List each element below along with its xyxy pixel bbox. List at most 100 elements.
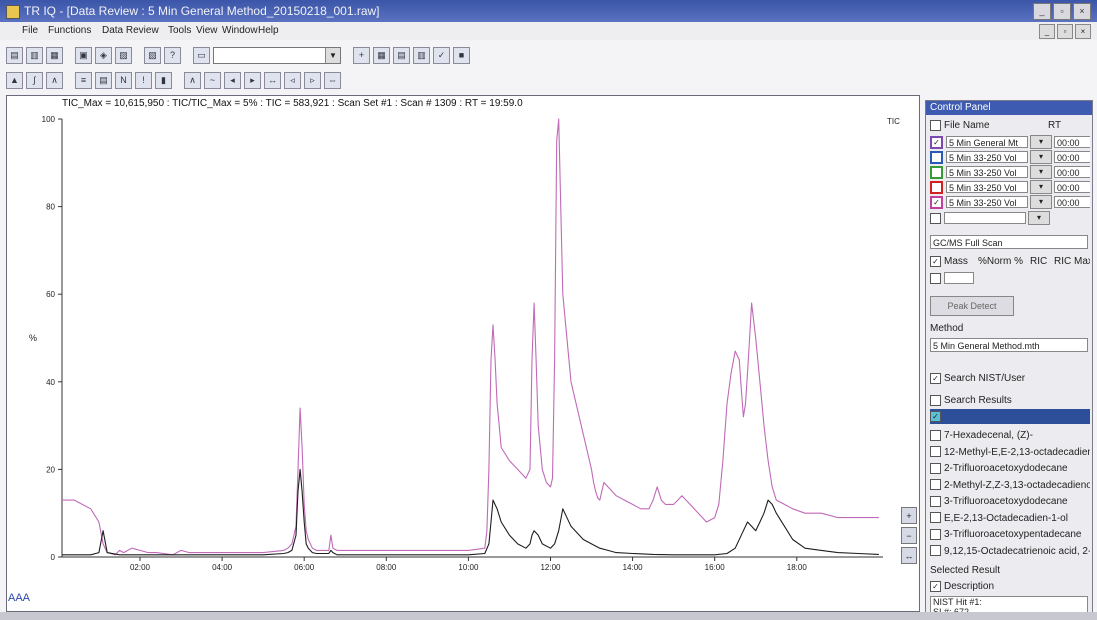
menu-tools[interactable]: Tools bbox=[168, 25, 192, 36]
peak-icon[interactable]: ∧ bbox=[46, 71, 63, 89]
search-result-item[interactable]: 7-Hexadecenal, (Z)- bbox=[930, 428, 1090, 443]
mass-row-checkbox[interactable] bbox=[930, 272, 941, 284]
chart-icon[interactable]: ▨ bbox=[115, 46, 132, 64]
nist-icon[interactable]: N bbox=[115, 71, 132, 89]
result-checkbox[interactable] bbox=[930, 528, 941, 540]
warning-icon[interactable]: ! bbox=[135, 71, 152, 89]
smooth-icon[interactable]: ~ bbox=[204, 71, 221, 89]
overlay-icon[interactable]: ▤ bbox=[95, 71, 112, 89]
file-name-field[interactable] bbox=[944, 212, 1026, 225]
file-checkbox[interactable] bbox=[930, 150, 943, 164]
file-name-field[interactable]: 5 Min General Mt bbox=[946, 136, 1028, 149]
result-checkbox[interactable] bbox=[930, 495, 941, 507]
check-icon[interactable]: ✓ bbox=[433, 46, 450, 64]
search-result-item[interactable]: 12-Methyl-E,E-2,13-octadecadien- bbox=[930, 445, 1090, 460]
file-rt-field[interactable]: 00:00 bbox=[1054, 181, 1090, 194]
minimize-button[interactable]: _ bbox=[1033, 3, 1051, 20]
peak-label-icon[interactable]: ∧ bbox=[184, 71, 201, 89]
result-checkbox[interactable] bbox=[930, 512, 941, 524]
open-icon[interactable]: ▤ bbox=[6, 46, 23, 64]
file-checkbox[interactable]: ✓ bbox=[930, 135, 943, 149]
file-select-button[interactable]: ▾ bbox=[1030, 195, 1052, 210]
file-select-button[interactable]: ▾ bbox=[1030, 150, 1052, 165]
peak-detect-button[interactable]: Peak Detect bbox=[930, 296, 1014, 316]
add-icon[interactable]: + bbox=[353, 46, 370, 64]
search-result-item[interactable]: 3-Trifluoroacetoxydodecane bbox=[930, 494, 1090, 509]
result-checkbox[interactable] bbox=[930, 479, 941, 491]
result-checkbox[interactable] bbox=[930, 446, 941, 458]
select-all-checkbox[interactable] bbox=[930, 119, 941, 131]
result-checkbox[interactable] bbox=[930, 462, 941, 474]
close-button[interactable]: × bbox=[1073, 3, 1091, 20]
scan-type-field[interactable]: GC/MS Full Scan bbox=[930, 235, 1088, 249]
maximize-button[interactable]: ▫ bbox=[1053, 3, 1071, 20]
file-select-button[interactable]: ▾ bbox=[1028, 211, 1050, 226]
menu-functions[interactable]: Functions bbox=[48, 25, 92, 36]
chevron-down-icon[interactable]: ▼ bbox=[325, 47, 340, 63]
integrate-icon[interactable]: ∫ bbox=[26, 71, 43, 89]
file-rt-field[interactable]: 00:00 bbox=[1054, 136, 1090, 149]
computer-icon[interactable]: ▭ bbox=[193, 46, 210, 64]
selected-result-checkbox[interactable]: ✓ bbox=[930, 410, 941, 422]
search-result-item[interactable]: 3-Trifluoroacetoxypentadecane bbox=[930, 527, 1090, 542]
table-icon[interactable]: ▤ bbox=[393, 46, 410, 64]
doc-close-button[interactable]: × bbox=[1075, 24, 1091, 39]
spectrum-icon[interactable]: ▲ bbox=[6, 71, 23, 89]
library-icon[interactable]: ◈ bbox=[95, 46, 112, 64]
file-rt-field[interactable]: 00:00 bbox=[1054, 196, 1090, 209]
zoom-out-button[interactable]: − bbox=[901, 527, 917, 544]
open-folder-icon[interactable]: ▥ bbox=[26, 46, 43, 64]
method-field[interactable]: 5 Min General Method.mth bbox=[930, 338, 1088, 352]
step-right-icon[interactable]: ▹ bbox=[304, 71, 321, 89]
doc-minimize-button[interactable]: _ bbox=[1039, 24, 1055, 39]
result-checkbox[interactable] bbox=[930, 545, 941, 557]
method-dropdown[interactable]: ▼ bbox=[213, 46, 341, 64]
file-rt-field[interactable]: 00:00 bbox=[1054, 151, 1090, 164]
stop-icon[interactable]: ■ bbox=[453, 46, 470, 64]
zoom-in-button[interactable]: + bbox=[901, 507, 917, 524]
compare-icon[interactable]: ≡ bbox=[75, 71, 92, 89]
right-arrow-icon[interactable]: ▸ bbox=[244, 71, 261, 89]
result-checkbox[interactable] bbox=[930, 429, 941, 441]
file-name-field[interactable]: 5 Min 33-250 Vol bbox=[946, 181, 1028, 194]
menu-help[interactable]: Help bbox=[258, 25, 279, 36]
search-result-item[interactable]: 2-Trifluoroacetoxydodecane bbox=[930, 461, 1090, 476]
zoom-fit-button[interactable]: ↔ bbox=[901, 547, 917, 564]
menu-view[interactable]: View bbox=[196, 25, 218, 36]
expand-horizontal-icon[interactable]: ↔ bbox=[264, 71, 281, 89]
grid-icon[interactable]: ▦ bbox=[373, 46, 390, 64]
file-checkbox[interactable]: ✓ bbox=[930, 195, 943, 209]
file-name-field[interactable]: 5 Min 33-250 Vol bbox=[946, 166, 1028, 179]
file-name-field[interactable]: 5 Min 33-250 Vol bbox=[946, 151, 1028, 164]
left-arrow-icon[interactable]: ◂ bbox=[224, 71, 241, 89]
file-select-button[interactable]: ▾ bbox=[1030, 180, 1052, 195]
file-checkbox[interactable] bbox=[930, 212, 941, 224]
menu-data-review[interactable]: Data Review bbox=[102, 25, 159, 36]
selected-result-row[interactable]: ✓ bbox=[930, 409, 1090, 424]
chromatogram-chart[interactable]: 100 80 60 40 20 0 02:00 04:00 06:00 08:00 10:00 12:… bbox=[7, 96, 919, 611]
file-checkbox[interactable] bbox=[930, 180, 943, 194]
search-result-item[interactable]: 9,12,15-Octadecatrienoic acid, 2-( bbox=[930, 544, 1090, 559]
mass-checkbox[interactable]: ✓ bbox=[930, 255, 941, 267]
file-select-button[interactable]: ▾ bbox=[1030, 135, 1052, 150]
file-checkbox[interactable] bbox=[930, 165, 943, 179]
step-left-icon[interactable]: ◃ bbox=[284, 71, 301, 89]
bars-icon[interactable]: ▮ bbox=[155, 71, 172, 89]
file-rt-field[interactable]: 00:00 bbox=[1054, 166, 1090, 179]
search-result-item[interactable]: 2-Methyl-Z,Z-3,13-octadecadienol bbox=[930, 478, 1090, 493]
save-icon[interactable]: ▣ bbox=[75, 46, 92, 64]
fit-icon[interactable]: ⇔ bbox=[324, 71, 341, 89]
menu-window[interactable]: Window bbox=[222, 25, 258, 36]
menu-file[interactable]: File bbox=[22, 25, 39, 36]
help-icon[interactable]: ? bbox=[164, 46, 181, 64]
file-name-field[interactable]: 5 Min 33-250 Vol bbox=[946, 196, 1028, 209]
report-icon[interactable]: ▦ bbox=[46, 46, 63, 64]
sequence-icon[interactable]: ▥ bbox=[413, 46, 430, 64]
search-nist-checkbox[interactable]: ✓ bbox=[930, 372, 941, 384]
print-icon[interactable]: ▧ bbox=[144, 46, 161, 64]
description-checkbox[interactable]: ✓ bbox=[930, 580, 941, 592]
mass-input[interactable] bbox=[944, 272, 974, 285]
file-select-button[interactable]: ▾ bbox=[1030, 165, 1052, 180]
doc-maximize-button[interactable]: ▫ bbox=[1057, 24, 1073, 39]
search-results-checkbox[interactable] bbox=[930, 394, 941, 406]
